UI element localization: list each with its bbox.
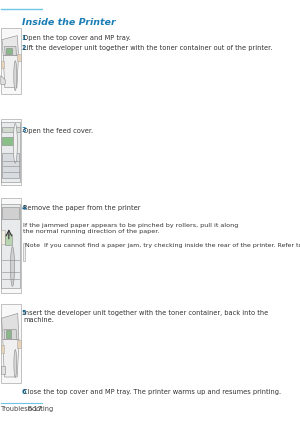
Text: 6: 6 (22, 389, 26, 395)
Circle shape (11, 246, 14, 286)
Bar (6, 330, 11, 338)
Bar (1, 345, 4, 353)
Bar (2, 230, 5, 244)
Bar (1, 61, 4, 68)
Bar (2, 207, 19, 218)
Text: 3: 3 (22, 128, 26, 133)
Bar (1, 119, 21, 185)
Polygon shape (4, 46, 16, 56)
Bar (1, 28, 21, 94)
Text: 2: 2 (22, 45, 26, 51)
Text: Lift the developer unit together with the toner container out of the printer.: Lift the developer unit together with th… (23, 45, 272, 51)
Text: Troubleshooting: Troubleshooting (1, 406, 54, 412)
Polygon shape (3, 56, 19, 88)
Circle shape (14, 350, 17, 377)
Text: 1: 1 (22, 35, 26, 41)
Text: Inside the Printer: Inside the Printer (22, 18, 115, 27)
Bar (2, 137, 14, 145)
Bar (2, 204, 20, 289)
Polygon shape (23, 243, 25, 261)
Polygon shape (1, 76, 5, 84)
Bar (1, 304, 21, 383)
Circle shape (13, 124, 17, 163)
Bar (2, 153, 19, 178)
Bar (6, 48, 12, 54)
Circle shape (14, 61, 17, 91)
Polygon shape (2, 313, 19, 340)
Polygon shape (3, 340, 19, 377)
Bar (5, 234, 13, 246)
Bar (17, 54, 20, 61)
Bar (1, 198, 21, 293)
Polygon shape (2, 36, 19, 56)
Text: If the jammed paper appears to be pinched by rollers, pull it along
the normal r: If the jammed paper appears to be pinche… (23, 223, 238, 233)
Text: Note  If you cannot find a paper jam, try checking inside the rear of the printe: Note If you cannot find a paper jam, try… (25, 243, 300, 248)
Text: 4: 4 (22, 205, 26, 211)
Bar (17, 340, 20, 348)
Text: 6-17: 6-17 (27, 406, 42, 412)
Text: Insert the developer unit together with the toner container, back into the machi: Insert the developer unit together with … (23, 310, 268, 323)
Text: Open the feed cover.: Open the feed cover. (23, 128, 93, 133)
Text: Close the top cover and MP tray. The printer warms up and resumes printing.: Close the top cover and MP tray. The pri… (23, 389, 281, 395)
Polygon shape (4, 329, 17, 340)
Text: 5: 5 (22, 310, 26, 316)
Bar (2, 122, 20, 181)
Bar (2, 127, 20, 132)
Bar (1, 366, 5, 374)
Text: Open the top cover and MP tray.: Open the top cover and MP tray. (23, 35, 131, 41)
Text: Remove the paper from the printer: Remove the paper from the printer (23, 205, 140, 211)
